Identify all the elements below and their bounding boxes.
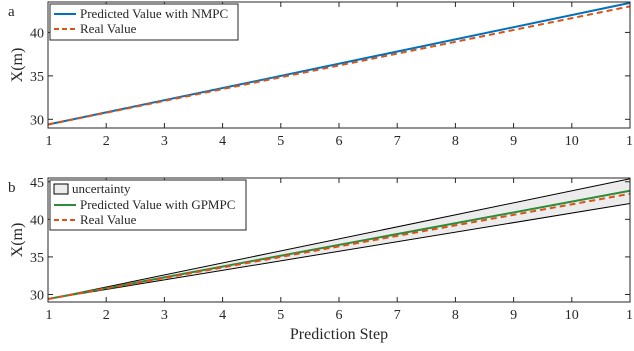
panel-label: a xyxy=(8,4,15,20)
x-tick-label: 9 xyxy=(510,308,517,323)
legend-label: uncertainty xyxy=(72,181,131,196)
uncertainty-lower-edge xyxy=(47,203,631,300)
legend-label: Real Value xyxy=(80,212,137,227)
x-tick-label: 7 xyxy=(394,134,401,149)
x-tick-label: 1 xyxy=(626,308,633,323)
y-tick-label: 35 xyxy=(30,251,44,266)
x-tick-label: 10 xyxy=(565,308,579,323)
y-axis-label: X(m) xyxy=(9,48,26,83)
legend-box xyxy=(49,179,247,231)
x-tick-label: 3 xyxy=(161,134,168,149)
legend-label: Predicted Value with GPMPC xyxy=(80,197,235,212)
y-tick-label: 40 xyxy=(30,213,44,228)
x-tick-label: 8 xyxy=(452,308,459,323)
legend-label: Real Value xyxy=(80,21,137,36)
y-tick-label: 35 xyxy=(30,70,44,85)
x-tick-label: 8 xyxy=(452,134,459,149)
x-tick-label: 4 xyxy=(219,308,226,323)
x-tick-label: 1 xyxy=(46,134,53,149)
x-tick-label: 1 xyxy=(46,308,53,323)
series-line-1 xyxy=(47,5,631,126)
y-tick-label: 45 xyxy=(30,176,44,191)
series-line-0 xyxy=(47,1,631,126)
x-tick-label: 4 xyxy=(219,134,226,149)
panel-label: b xyxy=(8,180,16,196)
uncertainty-upper-edge xyxy=(47,178,631,300)
x-tick-label: 6 xyxy=(336,134,343,149)
x-tick-label: 2 xyxy=(103,134,110,149)
x-tick-label: 1 xyxy=(626,134,633,149)
x-tick-label: 10 xyxy=(565,134,579,149)
y-tick-label: 40 xyxy=(30,26,44,41)
x-tick-label: 9 xyxy=(510,134,517,149)
x-tick-label: 5 xyxy=(277,134,284,149)
series-line-1 xyxy=(47,192,631,300)
series-line-0 xyxy=(47,189,631,300)
y-tick-label: 30 xyxy=(30,288,44,303)
x-tick-label: 2 xyxy=(103,308,110,323)
legend-box xyxy=(49,3,239,41)
x-tick-label: 5 xyxy=(277,308,284,323)
y-axis-label: X(m) xyxy=(9,223,26,258)
legend-label: Predicted Value with NMPC xyxy=(80,6,228,21)
x-tick-label: 3 xyxy=(161,308,168,323)
legend-swatch-band xyxy=(53,183,69,195)
y-tick-label: 30 xyxy=(30,113,44,128)
x-tick-label: 7 xyxy=(394,308,401,323)
x-axis-label: Prediction Step xyxy=(290,326,388,343)
x-tick-label: 6 xyxy=(336,308,343,323)
